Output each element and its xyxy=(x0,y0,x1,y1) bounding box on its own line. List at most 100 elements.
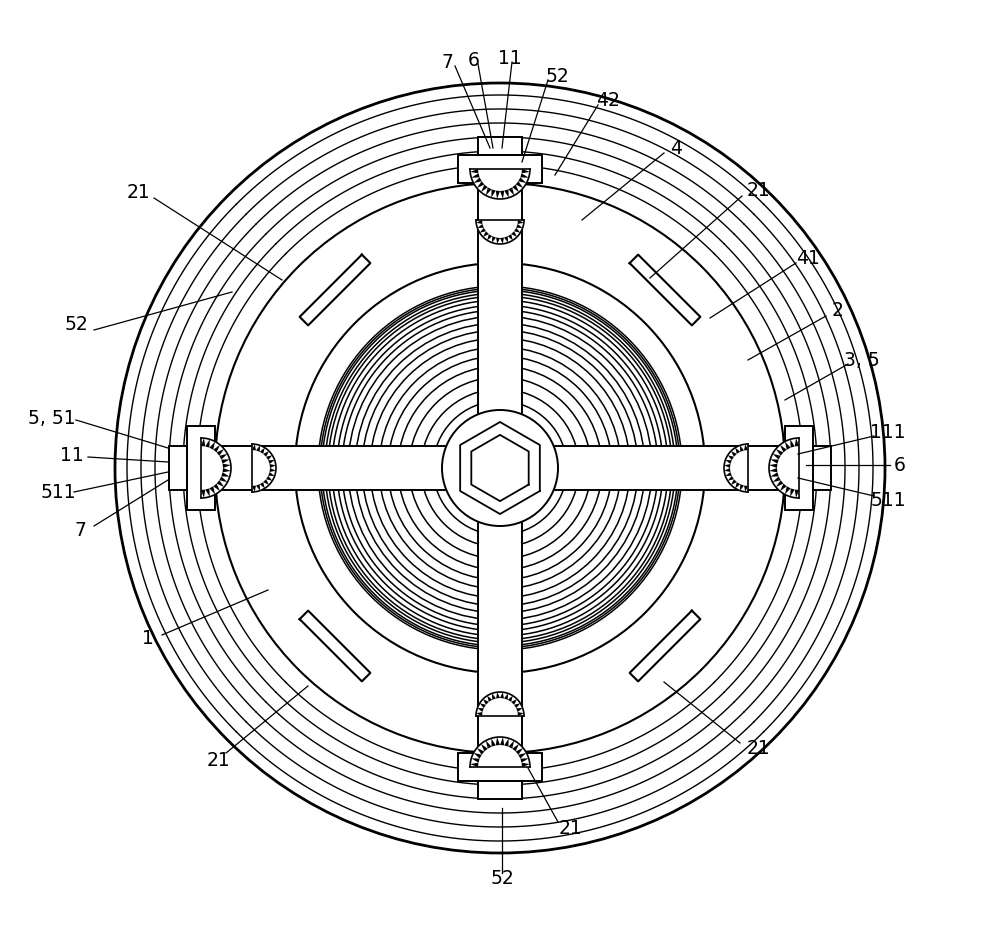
Polygon shape xyxy=(270,464,276,468)
Polygon shape xyxy=(522,762,530,767)
Polygon shape xyxy=(518,712,524,716)
Polygon shape xyxy=(504,738,509,746)
Polygon shape xyxy=(630,255,700,325)
Polygon shape xyxy=(470,169,530,199)
Bar xyxy=(458,155,542,183)
Polygon shape xyxy=(209,486,215,494)
Polygon shape xyxy=(252,486,256,492)
Polygon shape xyxy=(770,460,779,463)
Polygon shape xyxy=(496,191,500,199)
Polygon shape xyxy=(740,484,744,491)
Polygon shape xyxy=(217,449,224,456)
Text: 5, 51: 5, 51 xyxy=(28,409,76,428)
Polygon shape xyxy=(776,449,783,456)
Polygon shape xyxy=(630,611,700,682)
Polygon shape xyxy=(773,454,781,460)
Polygon shape xyxy=(744,486,748,492)
Polygon shape xyxy=(487,234,492,241)
Polygon shape xyxy=(213,445,220,452)
Bar xyxy=(458,753,542,781)
Polygon shape xyxy=(520,173,529,178)
Polygon shape xyxy=(477,181,484,188)
Text: 11: 11 xyxy=(498,49,522,68)
Circle shape xyxy=(115,83,885,853)
Polygon shape xyxy=(217,480,224,487)
Polygon shape xyxy=(504,189,509,197)
Polygon shape xyxy=(201,490,205,498)
Polygon shape xyxy=(724,468,730,472)
Text: 111: 111 xyxy=(870,422,906,442)
Polygon shape xyxy=(256,484,260,491)
Polygon shape xyxy=(476,220,524,244)
Polygon shape xyxy=(266,455,272,461)
Polygon shape xyxy=(300,255,370,325)
Bar xyxy=(169,446,187,490)
Text: 52: 52 xyxy=(64,316,88,335)
Polygon shape xyxy=(470,169,478,173)
Polygon shape xyxy=(728,455,734,461)
Polygon shape xyxy=(518,220,524,224)
Polygon shape xyxy=(263,451,269,457)
Text: 511: 511 xyxy=(40,482,76,502)
Text: 42: 42 xyxy=(596,90,620,109)
Polygon shape xyxy=(483,699,489,705)
Polygon shape xyxy=(522,169,530,173)
Polygon shape xyxy=(731,479,737,485)
Polygon shape xyxy=(209,442,215,449)
Polygon shape xyxy=(477,708,484,712)
Polygon shape xyxy=(512,184,519,192)
Polygon shape xyxy=(300,611,370,682)
Polygon shape xyxy=(780,483,787,492)
Polygon shape xyxy=(795,490,799,498)
Polygon shape xyxy=(223,468,231,472)
Text: 1: 1 xyxy=(142,629,154,648)
Circle shape xyxy=(442,410,558,526)
Polygon shape xyxy=(728,476,734,480)
Polygon shape xyxy=(219,454,227,460)
Polygon shape xyxy=(770,472,779,477)
Polygon shape xyxy=(500,238,504,243)
Text: 6: 6 xyxy=(468,51,480,70)
Text: 11: 11 xyxy=(60,446,84,464)
Polygon shape xyxy=(476,712,482,716)
Polygon shape xyxy=(256,446,260,452)
Text: 21: 21 xyxy=(746,180,770,199)
Polygon shape xyxy=(514,227,520,233)
Polygon shape xyxy=(725,460,732,464)
Polygon shape xyxy=(511,231,517,237)
Polygon shape xyxy=(769,463,777,468)
Text: 6: 6 xyxy=(894,456,906,475)
Polygon shape xyxy=(270,468,276,472)
Polygon shape xyxy=(476,692,524,716)
Polygon shape xyxy=(511,699,517,705)
Polygon shape xyxy=(268,472,275,476)
Text: 4: 4 xyxy=(670,138,682,158)
Polygon shape xyxy=(474,178,482,183)
Polygon shape xyxy=(795,438,799,446)
Polygon shape xyxy=(223,463,231,468)
Text: 52: 52 xyxy=(490,869,514,887)
Polygon shape xyxy=(508,234,513,241)
Bar xyxy=(478,781,522,799)
Polygon shape xyxy=(516,181,523,188)
Bar xyxy=(215,446,785,490)
Polygon shape xyxy=(504,694,508,699)
Polygon shape xyxy=(785,442,791,449)
Polygon shape xyxy=(769,468,777,472)
Bar xyxy=(187,426,215,510)
Text: 2: 2 xyxy=(832,301,844,320)
Polygon shape xyxy=(480,227,486,233)
Polygon shape xyxy=(500,737,504,745)
Bar xyxy=(813,446,831,490)
Polygon shape xyxy=(470,737,530,767)
Polygon shape xyxy=(518,178,526,183)
Polygon shape xyxy=(486,741,492,748)
Polygon shape xyxy=(512,744,519,751)
Polygon shape xyxy=(769,438,799,498)
Polygon shape xyxy=(491,189,496,197)
Text: 52: 52 xyxy=(545,67,569,86)
Polygon shape xyxy=(491,738,496,746)
Polygon shape xyxy=(492,236,496,243)
Polygon shape xyxy=(268,460,275,464)
Circle shape xyxy=(295,263,705,673)
